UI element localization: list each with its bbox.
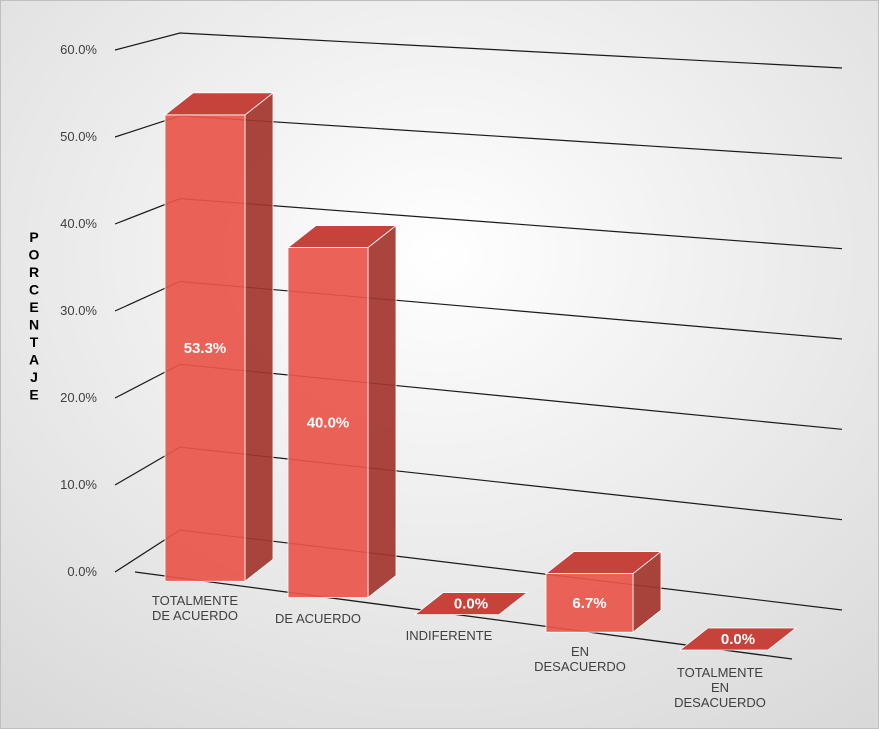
- data-label: 6.7%: [572, 595, 606, 612]
- bar-side: [244, 92, 274, 583]
- y-tick-label: 30.0%: [60, 303, 97, 318]
- bar: [287, 247, 369, 598]
- x-tick-label: TOTALMENTE EN DESACUERDO: [674, 665, 766, 710]
- bar-top: [163, 92, 275, 116]
- floor-edge: [134, 571, 793, 660]
- data-label: 40.0%: [307, 415, 350, 432]
- bar: [164, 114, 246, 582]
- y-tick-label: 50.0%: [60, 129, 97, 144]
- bar-top: [678, 627, 798, 651]
- bar-top: [413, 592, 529, 616]
- bar-group: [163, 92, 275, 583]
- y-tick-label: 0.0%: [67, 564, 97, 579]
- bar-top: [544, 551, 663, 574]
- y-tick-label: 20.0%: [60, 390, 97, 405]
- data-label: 0.0%: [454, 596, 488, 613]
- bar-group: [413, 592, 529, 616]
- data-label: 0.0%: [721, 631, 755, 648]
- bar: [545, 573, 634, 633]
- bar-side: [367, 224, 397, 599]
- grid-line: [114, 32, 843, 69]
- y-tick-label: 40.0%: [60, 216, 97, 231]
- bar-group: [678, 627, 798, 651]
- bar-group: [544, 550, 663, 634]
- data-label: 53.3%: [184, 340, 227, 357]
- bar-group: [286, 224, 398, 599]
- x-tick-label: DE ACUERDO: [275, 611, 361, 626]
- x-tick-label: EN DESACUERDO: [534, 644, 626, 674]
- y-tick-label: 60.0%: [60, 42, 97, 57]
- x-tick-label: TOTALMENTE DE ACUERDO: [152, 593, 239, 623]
- x-tick-label: INDIFERENTE: [406, 628, 493, 643]
- bar-top: [286, 225, 398, 248]
- y-tick-label: 10.0%: [60, 477, 97, 492]
